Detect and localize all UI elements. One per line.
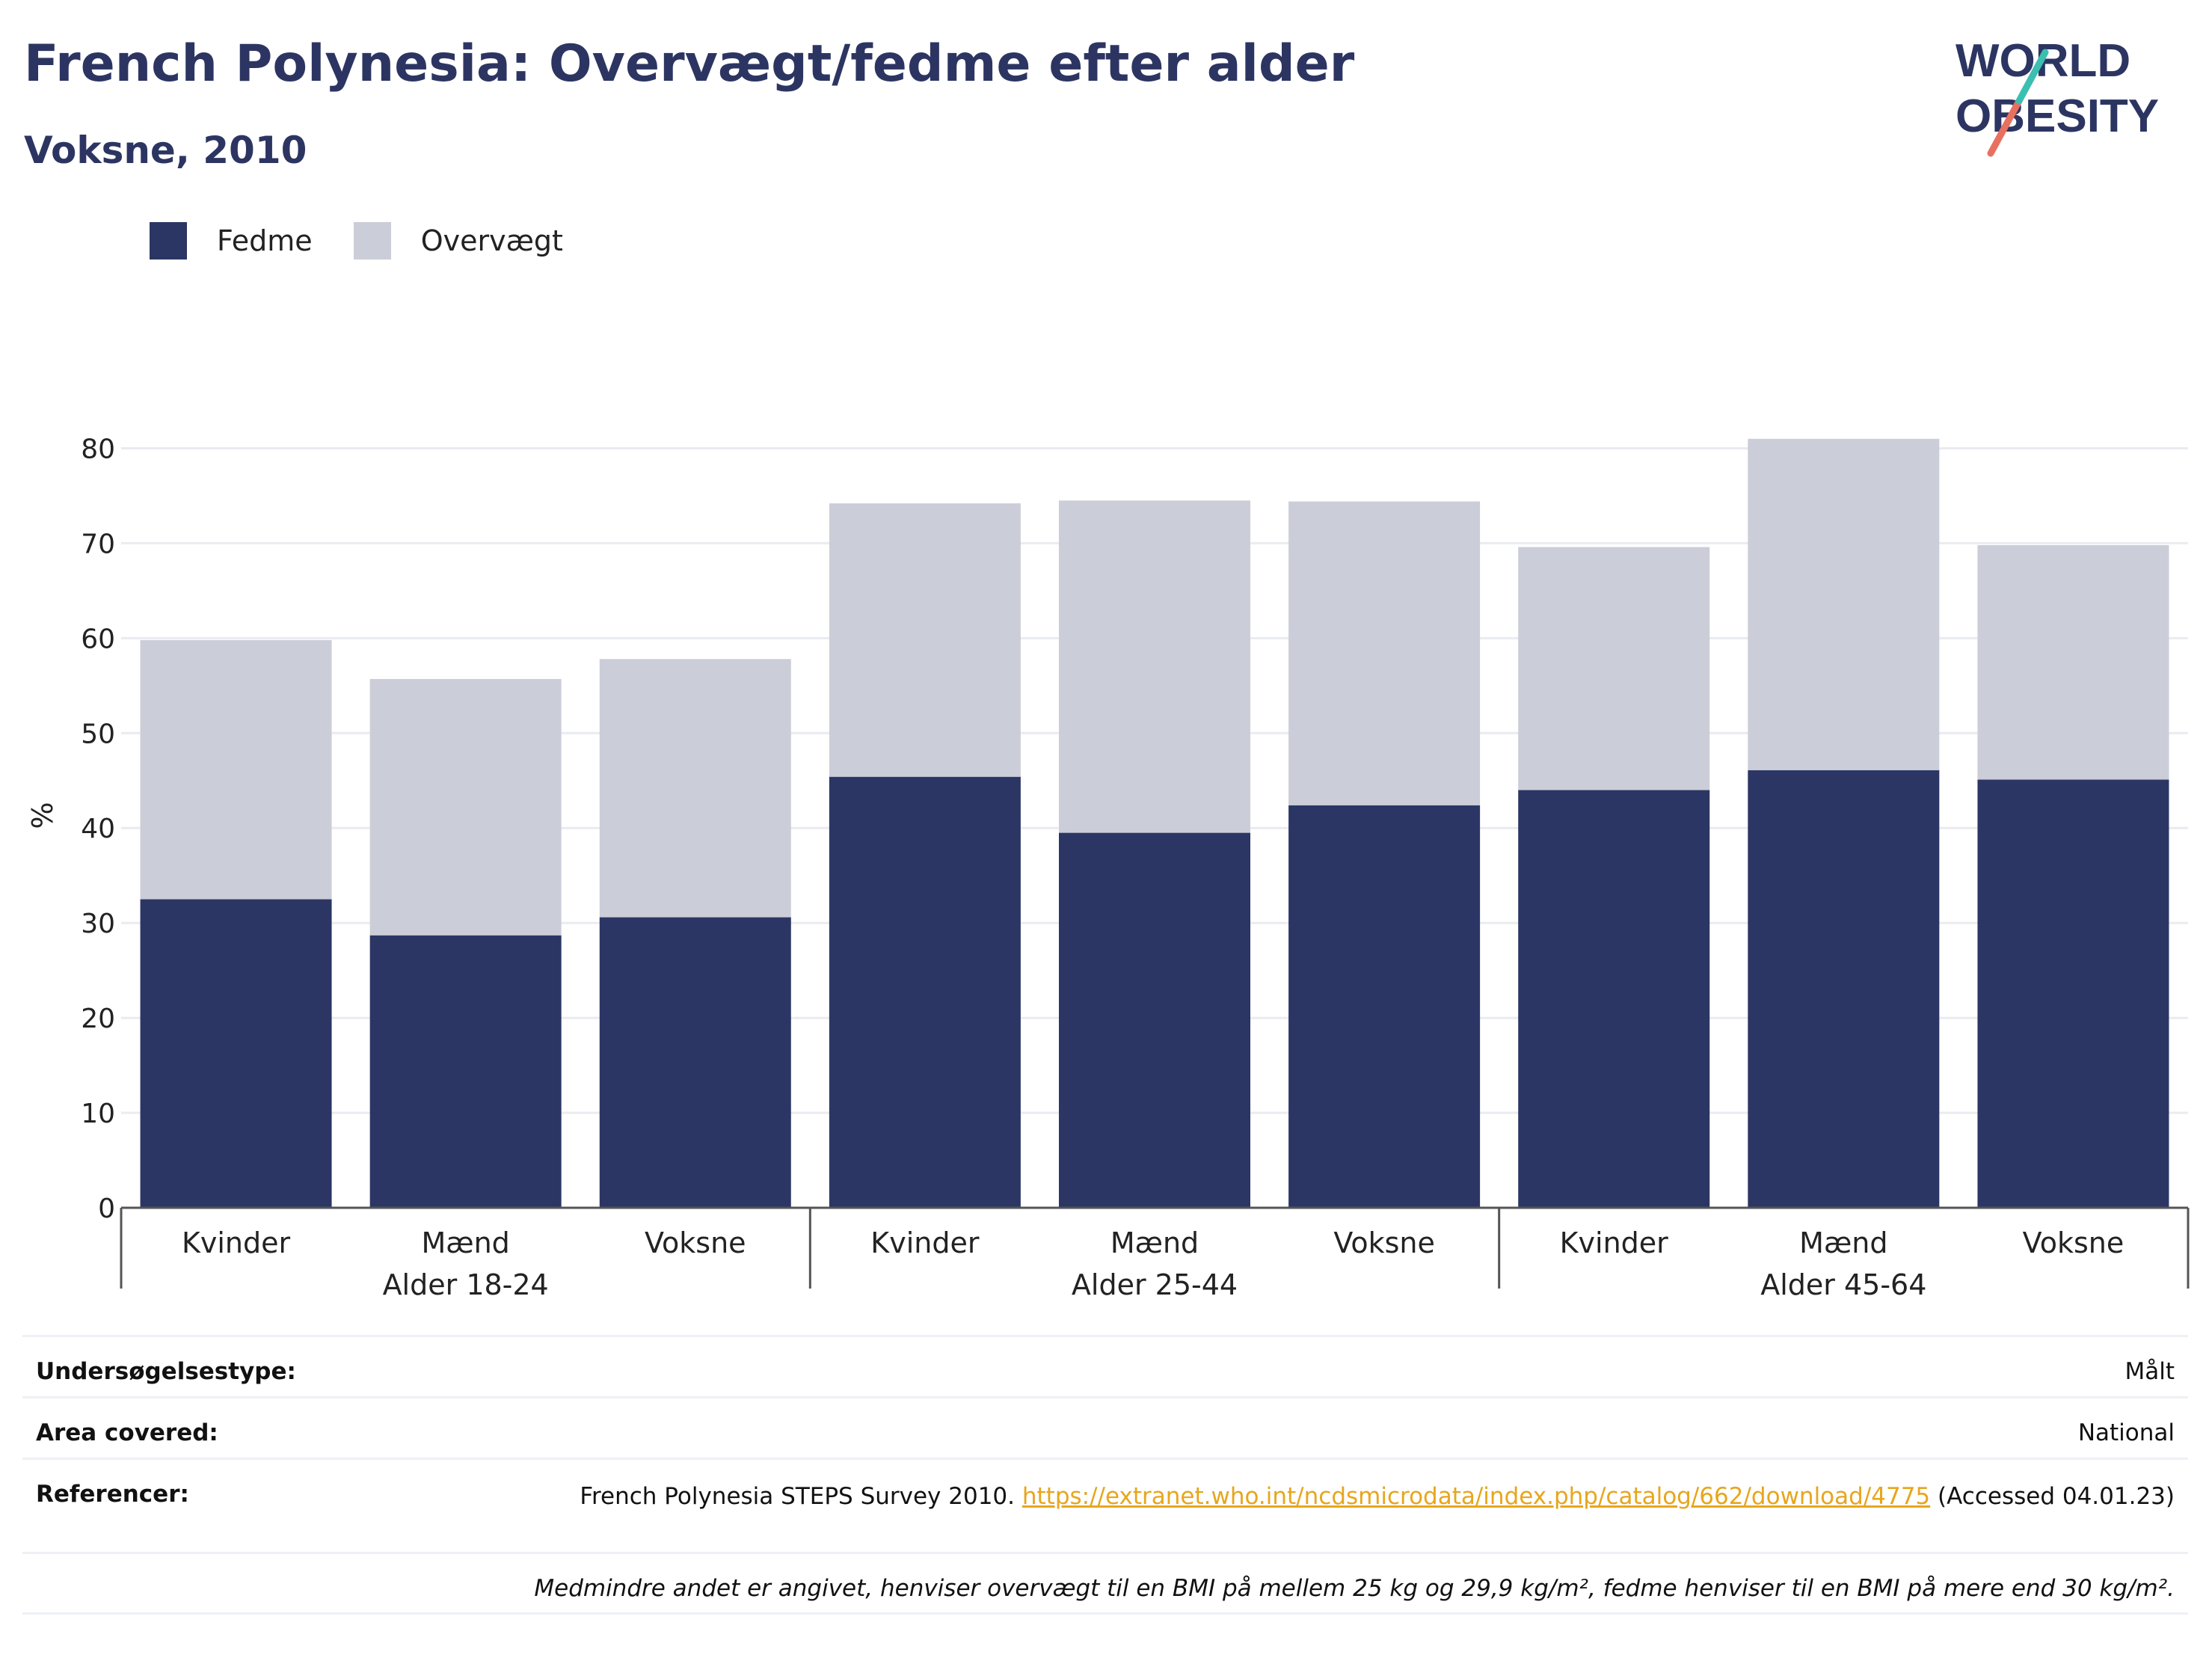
y-tick-label: 80 xyxy=(81,434,115,464)
y-tick-label: 20 xyxy=(81,1004,115,1034)
bar-overvaegt xyxy=(829,503,1021,777)
area-value: National xyxy=(2077,1419,2175,1446)
footer-references-row: Referencer: French Polynesia STEPS Surve… xyxy=(22,1458,2188,1552)
bar-fedme xyxy=(1748,770,1940,1208)
bar-overvaegt xyxy=(1748,438,1940,770)
x-tick-label: Mænd xyxy=(1799,1226,1887,1259)
legend-label-overvaegt: Overvægt xyxy=(420,224,563,257)
y-tick-label: 30 xyxy=(81,909,115,939)
area-label: Area covered: xyxy=(36,1419,218,1446)
references-link[interactable]: https://extranet.who.int/ncdsmicrodata/i… xyxy=(1021,1483,1931,1510)
x-tick-label: Mænd xyxy=(1110,1226,1199,1259)
legend-item-overvaegt[interactable]: Overvægt xyxy=(353,222,563,260)
bar-fedme xyxy=(1977,779,2169,1208)
references-accessed: (Accessed 04.01.23) xyxy=(1938,1483,2175,1510)
bar-overvaegt xyxy=(1518,547,1710,790)
bar-fedme xyxy=(599,917,791,1208)
y-tick-label: 60 xyxy=(81,624,115,654)
y-tick-label: 0 xyxy=(98,1194,115,1224)
chart-legend: Fedme Overvægt xyxy=(150,221,604,260)
bar-fedme xyxy=(369,935,562,1208)
x-tick-label: Kvinder xyxy=(182,1226,291,1259)
y-tick-label: 50 xyxy=(81,719,115,749)
bar-overvaegt xyxy=(1059,500,1250,833)
y-tick-label: 70 xyxy=(81,529,115,559)
bar-overvaegt xyxy=(369,678,562,936)
bar-fedme xyxy=(829,776,1021,1208)
footer-note-row: Medmindre andet er angivet, henviser ove… xyxy=(22,1552,2188,1615)
survey-type-value: Målt xyxy=(2125,1358,2175,1385)
bar-chart: 0 10 20 30 40 50 60 70 80% Kvinder Mænd Voksne Kvind… xyxy=(26,434,2190,1301)
footer-area-row: Area covered: National xyxy=(22,1396,2188,1458)
logo-slash-coral xyxy=(1987,97,2023,157)
x-tick-label: Voksne xyxy=(645,1226,746,1259)
footer-survey-type-row: Undersøgelsestype: Målt xyxy=(22,1335,2188,1396)
x-tick-label: Voksne xyxy=(1333,1226,1435,1259)
y-tick-label: 40 xyxy=(81,814,115,844)
legend-item-fedme[interactable]: Fedme xyxy=(150,222,313,260)
x-tick-label: Kvinder xyxy=(870,1226,980,1259)
references-label: Referencer: xyxy=(36,1481,189,1508)
world-obesity-logo: WORLD OBESITY xyxy=(1956,35,2159,157)
chart-title: French Polynesia: Overvægt/fedme efter a… xyxy=(24,34,1355,93)
survey-type-label: Undersøgelsestype: xyxy=(36,1358,296,1385)
group-label: Alder 25-44 xyxy=(1072,1268,1238,1301)
bar-fedme xyxy=(1059,832,1250,1208)
bar-overvaegt xyxy=(1977,544,2169,780)
bar-overvaegt xyxy=(599,659,791,918)
bar-overvaegt xyxy=(1288,501,1481,805)
legend-swatch-overvaegt xyxy=(353,222,391,260)
x-tick-label: Mænd xyxy=(422,1226,510,1259)
y-tick-label: 10 xyxy=(81,1099,115,1129)
group-label: Alder 45-64 xyxy=(1760,1268,1926,1301)
bar-fedme xyxy=(1518,790,1710,1208)
logo-line-2: OBESITY xyxy=(1956,90,2159,142)
definition-note: Medmindre andet er angivet, henviser ove… xyxy=(534,1575,2175,1602)
legend-label-fedme: Fedme xyxy=(217,224,313,257)
references-value: French Polynesia STEPS Survey 2010. http… xyxy=(580,1481,2175,1512)
bar-overvaegt xyxy=(140,639,332,900)
references-text: French Polynesia STEPS Survey 2010. xyxy=(580,1483,1016,1510)
y-axis-label: % xyxy=(26,802,59,829)
bar-fedme xyxy=(140,899,332,1208)
chart-subtitle: Voksne, 2010 xyxy=(24,129,307,172)
bar-fedme xyxy=(1288,805,1481,1208)
chart-footer: Undersøgelsestype: Målt Area covered: Na… xyxy=(22,1335,2188,1615)
x-tick-label: Voksne xyxy=(2023,1226,2125,1259)
legend-swatch-fedme xyxy=(150,222,187,260)
logo-slash-teal xyxy=(2015,49,2049,105)
x-tick-label: Kvinder xyxy=(1560,1226,1669,1259)
group-label: Alder 18-24 xyxy=(383,1268,549,1301)
